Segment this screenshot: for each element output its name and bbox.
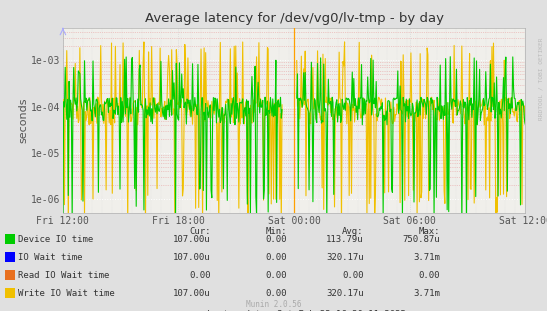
Text: Min:: Min: bbox=[266, 227, 287, 236]
Text: RRDTOOL / TOBI OETIKER: RRDTOOL / TOBI OETIKER bbox=[538, 37, 543, 120]
Text: Cur:: Cur: bbox=[189, 227, 211, 236]
Text: 107.00u: 107.00u bbox=[173, 289, 211, 298]
Text: Last update: Sat Feb 22 16:20:11 2025: Last update: Sat Feb 22 16:20:11 2025 bbox=[207, 310, 406, 311]
Text: 320.17u: 320.17u bbox=[326, 253, 364, 262]
Text: 3.71m: 3.71m bbox=[414, 253, 440, 262]
Text: 113.79u: 113.79u bbox=[326, 235, 364, 244]
Text: Munin 2.0.56: Munin 2.0.56 bbox=[246, 300, 301, 309]
Text: Avg:: Avg: bbox=[342, 227, 364, 236]
Text: 0.00: 0.00 bbox=[266, 253, 287, 262]
Y-axis label: seconds: seconds bbox=[18, 98, 28, 143]
Text: 320.17u: 320.17u bbox=[326, 289, 364, 298]
Text: Write IO Wait time: Write IO Wait time bbox=[18, 289, 115, 298]
Text: 0.00: 0.00 bbox=[189, 271, 211, 280]
Text: Read IO Wait time: Read IO Wait time bbox=[18, 271, 109, 280]
Text: IO Wait time: IO Wait time bbox=[18, 253, 83, 262]
Text: 0.00: 0.00 bbox=[266, 289, 287, 298]
Text: Max:: Max: bbox=[419, 227, 440, 236]
Text: 107.00u: 107.00u bbox=[173, 253, 211, 262]
Text: 0.00: 0.00 bbox=[342, 271, 364, 280]
Text: 107.00u: 107.00u bbox=[173, 235, 211, 244]
Text: 3.71m: 3.71m bbox=[414, 289, 440, 298]
Text: 0.00: 0.00 bbox=[266, 235, 287, 244]
Text: 0.00: 0.00 bbox=[266, 271, 287, 280]
Text: 0.00: 0.00 bbox=[419, 271, 440, 280]
Title: Average latency for /dev/vg0/lv-tmp - by day: Average latency for /dev/vg0/lv-tmp - by… bbox=[144, 12, 444, 26]
Text: Device IO time: Device IO time bbox=[18, 235, 94, 244]
Text: 750.87u: 750.87u bbox=[403, 235, 440, 244]
